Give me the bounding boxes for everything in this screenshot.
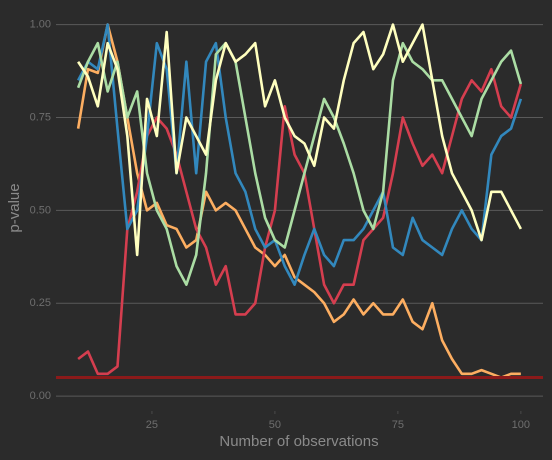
y-tick-label: 0.75 xyxy=(30,111,51,123)
x-tick-label: 100 xyxy=(512,419,530,431)
x-tick-label: 25 xyxy=(146,419,158,431)
y-tick-label: 0.50 xyxy=(30,204,51,216)
x-tick-label: 50 xyxy=(269,419,281,431)
series-line xyxy=(76,41,523,286)
series-line xyxy=(76,23,523,286)
y-tick-label: 1.00 xyxy=(30,18,51,30)
y-tick-label: 0.25 xyxy=(30,297,51,309)
series-line xyxy=(77,23,523,257)
series-line xyxy=(76,23,521,379)
y-tick-label: 0.00 xyxy=(30,390,51,402)
y-axis-title: p-value xyxy=(6,183,23,232)
series-line xyxy=(77,67,523,376)
x-tick-label: 75 xyxy=(392,419,404,431)
x-axis-title: Number of observations xyxy=(219,433,378,450)
